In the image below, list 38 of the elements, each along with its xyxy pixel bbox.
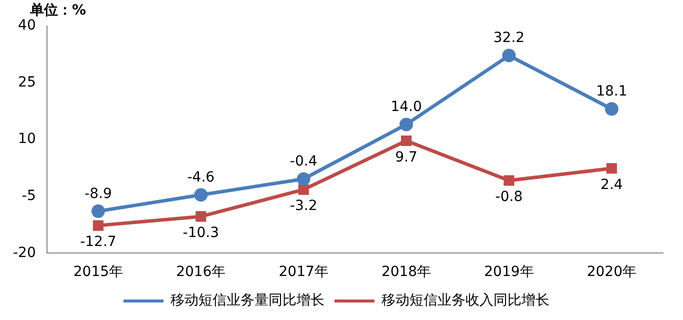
data-label: -0.4 — [290, 154, 318, 170]
point — [296, 172, 310, 186]
data-label: -0.8 — [495, 189, 523, 206]
y-tick-label: -20 — [12, 244, 36, 261]
point — [502, 48, 516, 62]
point — [194, 188, 208, 202]
data-label: 32.2 — [493, 30, 525, 46]
point — [604, 102, 618, 116]
x-tick-label: 2015年 — [73, 264, 124, 280]
data-label: 9.7 — [395, 149, 418, 166]
legend-label: 移动短信业务收入同比增长 — [382, 292, 550, 309]
y-tick-label: 25 — [18, 74, 36, 90]
data-label: 18.1 — [596, 84, 628, 100]
x-tick-label: 2016年 — [176, 264, 226, 280]
data-label: -12.7 — [80, 234, 116, 250]
point — [196, 211, 206, 222]
data-label: 14.0 — [390, 99, 422, 116]
x-tick-label: 2019年 — [484, 264, 534, 280]
data-label: 2.4 — [600, 177, 623, 194]
point — [91, 204, 105, 218]
data-label: -3.2 — [290, 198, 318, 214]
point — [298, 184, 309, 195]
y-tick-label: 10 — [18, 131, 36, 148]
x-tick-label: 2020年 — [586, 264, 636, 280]
data-label: -10.3 — [182, 225, 220, 242]
x-tick-label: 2018年 — [381, 264, 432, 280]
point — [400, 118, 414, 132]
y-tick-label: 40 — [18, 18, 36, 34]
y-axis-title: 单位：% — [29, 2, 86, 19]
x-tick-label: 2017年 — [278, 264, 328, 280]
point — [400, 135, 412, 146]
data-label: -4.6 — [187, 170, 215, 186]
point — [92, 220, 104, 231]
legend-label: 移动短信业务量同比增长 — [170, 292, 324, 309]
y-tick-label: -5 — [22, 188, 36, 204]
point — [504, 175, 514, 186]
point — [606, 163, 617, 174]
data-label: -8.9 — [84, 186, 112, 202]
